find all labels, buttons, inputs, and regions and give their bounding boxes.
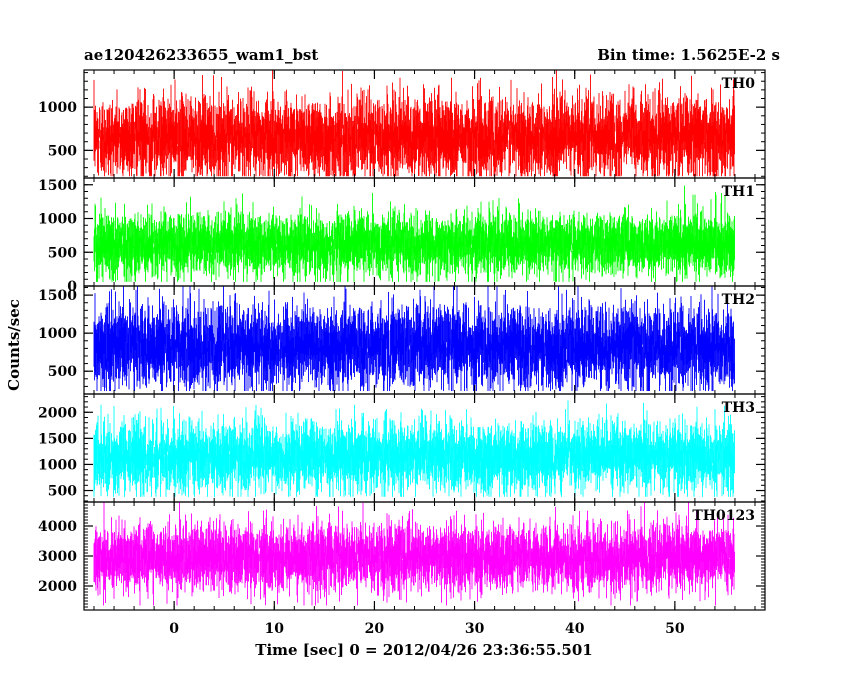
y-tick-label: 500 [48,245,77,261]
bin-time-label: Bin time: 1.5625E-2 s [597,46,780,64]
x-axis-tick-labels: 0 10 20 30 40 50 [169,621,685,637]
series-th0123 [93,502,735,606]
series-th3 [93,400,735,497]
y-tick-label: 1000 [38,212,77,228]
y-axis-label: Counts/sec [5,299,23,391]
y-tick-label: 0 [67,279,77,295]
series-th0 [93,70,735,177]
x-tick-label: 50 [665,621,685,637]
y-tick-label: 500 [48,364,77,380]
y-tick-label: 1000 [38,457,77,473]
x-axis-label: Time [sec] 0 = 2012/04/26 23:36:55.501 [255,641,592,659]
series-th1 [93,185,735,282]
y-tick-label: 1500 [38,431,77,447]
y-tick-label: 1500 [38,288,77,304]
x-tick-label: 20 [365,621,385,637]
y-tick-label: 3000 [38,549,77,565]
y-tick-label: 500 [48,484,77,500]
y-tick-label: 4000 [38,519,77,535]
panel-th0123: 2000 3000 4000 TH0123 [38,501,766,611]
x-tick-label: 10 [265,621,285,637]
x-tick-label: 0 [169,621,179,637]
y-tick-label: 1000 [38,100,77,116]
panel-label-th0: TH0 [722,76,756,92]
panel-label-th0123: TH0123 [692,508,755,524]
y-tick-label: 1000 [38,326,77,342]
panel-label-th2: TH2 [722,292,755,308]
y-tick-label: 2000 [38,579,77,595]
y-tick-label: 500 [48,143,77,159]
panel-label-th1: TH1 [722,184,755,200]
series-th2 [93,286,735,391]
panel-th0: 500 1000 TH0 [38,69,766,179]
y-tick-label: 1500 [38,178,77,194]
x-tick-label: 30 [465,621,485,637]
panel-th3: 500 1000 1500 2000 TH3 [38,393,766,503]
panel-th1: 0 500 1000 1500 TH1 [38,177,766,295]
y-tick-label: 2000 [38,405,77,421]
chart-title: ae120426233655_wam1_bst [84,46,318,64]
x-tick-label: 40 [565,621,585,637]
panel-label-th3: TH3 [722,400,755,416]
panel-th2: 500 1000 1500 TH2 [38,285,766,395]
